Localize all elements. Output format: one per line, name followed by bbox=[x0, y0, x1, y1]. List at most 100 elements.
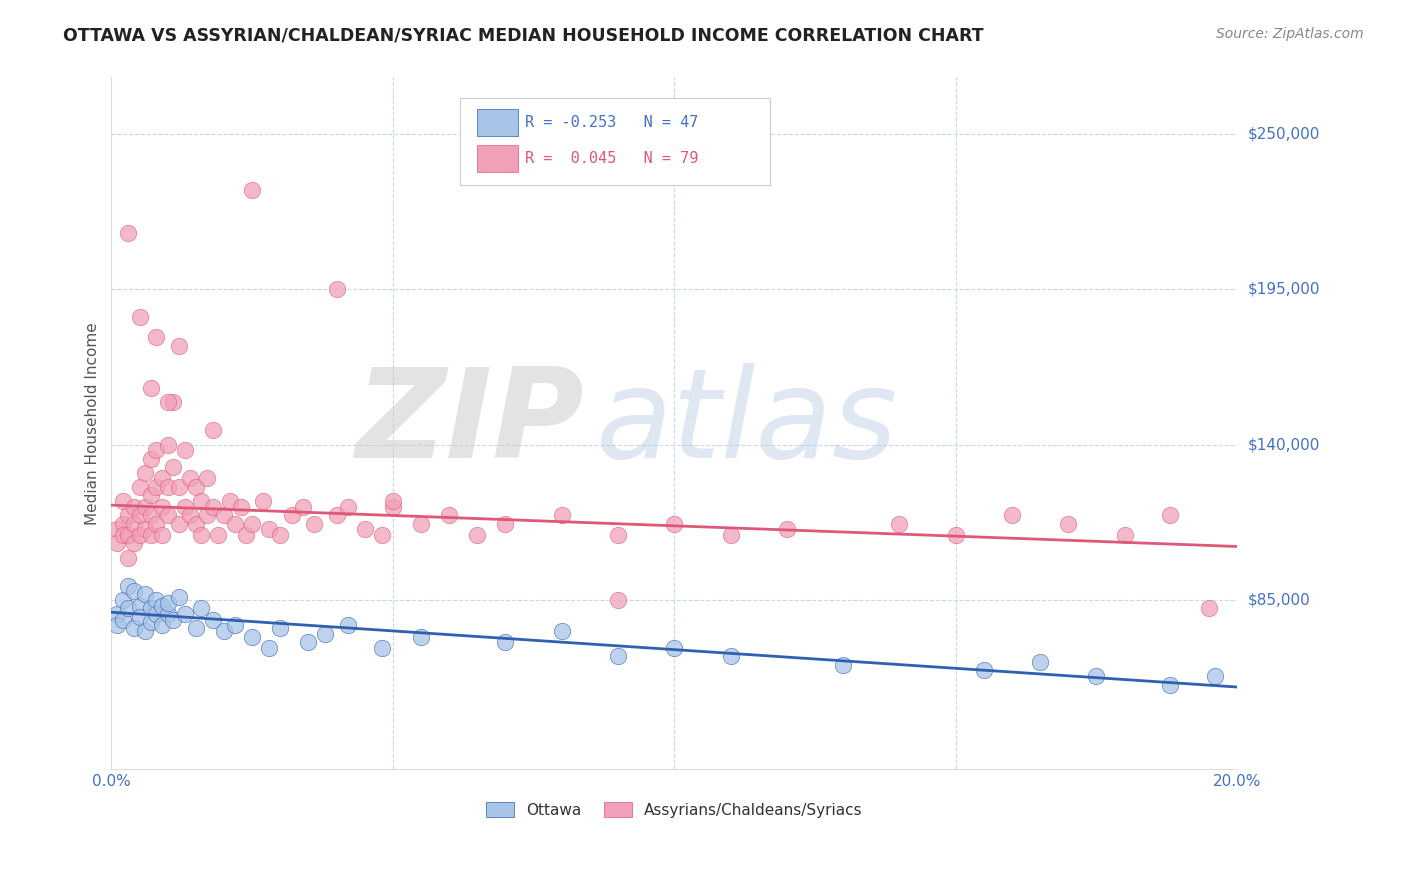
Text: $250,000: $250,000 bbox=[1249, 127, 1320, 142]
Point bbox=[1204, 669, 1226, 683]
Point bbox=[291, 500, 314, 514]
Point bbox=[302, 516, 325, 531]
Point bbox=[173, 500, 195, 514]
Point bbox=[179, 508, 201, 523]
Point bbox=[201, 613, 224, 627]
Point bbox=[150, 599, 173, 613]
Point bbox=[889, 516, 911, 531]
Point bbox=[111, 528, 134, 542]
Point bbox=[111, 613, 134, 627]
Point bbox=[325, 282, 347, 296]
Point bbox=[409, 630, 432, 644]
Point bbox=[167, 590, 190, 604]
Point bbox=[252, 494, 274, 508]
Point bbox=[973, 664, 995, 678]
Point bbox=[720, 528, 742, 542]
Point bbox=[173, 607, 195, 621]
Point bbox=[134, 587, 156, 601]
Point bbox=[381, 494, 404, 508]
Point bbox=[117, 528, 139, 542]
Point bbox=[122, 516, 145, 531]
Y-axis label: Median Household Income: Median Household Income bbox=[86, 322, 100, 524]
Point bbox=[607, 528, 630, 542]
Point bbox=[224, 618, 246, 632]
Point bbox=[167, 480, 190, 494]
Point bbox=[139, 381, 162, 395]
Point bbox=[117, 601, 139, 615]
Text: $85,000: $85,000 bbox=[1249, 592, 1310, 607]
Point bbox=[224, 516, 246, 531]
Point bbox=[111, 516, 134, 531]
Point bbox=[212, 508, 235, 523]
Text: $195,000: $195,000 bbox=[1249, 282, 1320, 297]
Point bbox=[184, 621, 207, 635]
Point bbox=[336, 618, 359, 632]
Point bbox=[139, 508, 162, 523]
Text: R =  0.045   N = 79: R = 0.045 N = 79 bbox=[524, 151, 697, 166]
Point bbox=[111, 494, 134, 508]
Point bbox=[218, 494, 240, 508]
Point bbox=[720, 649, 742, 664]
Point bbox=[550, 508, 572, 523]
Point bbox=[150, 500, 173, 514]
Point bbox=[353, 522, 375, 536]
Point bbox=[128, 599, 150, 613]
Point bbox=[150, 618, 173, 632]
Point bbox=[134, 522, 156, 536]
Point bbox=[314, 626, 336, 640]
Point bbox=[122, 536, 145, 550]
Point bbox=[201, 500, 224, 514]
Point bbox=[269, 621, 291, 635]
Point bbox=[235, 528, 257, 542]
Point bbox=[1114, 528, 1136, 542]
Point bbox=[190, 494, 212, 508]
Point bbox=[190, 601, 212, 615]
Point bbox=[105, 618, 128, 632]
Point bbox=[297, 635, 319, 649]
Point bbox=[179, 471, 201, 485]
Point bbox=[280, 508, 302, 523]
Point bbox=[1198, 601, 1220, 615]
FancyBboxPatch shape bbox=[477, 109, 517, 136]
Text: R = -0.253   N = 47: R = -0.253 N = 47 bbox=[524, 115, 697, 130]
Point bbox=[128, 508, 150, 523]
Point bbox=[145, 443, 167, 458]
Text: atlas: atlas bbox=[596, 363, 897, 483]
Point bbox=[945, 528, 967, 542]
Point bbox=[156, 508, 179, 523]
Point bbox=[173, 443, 195, 458]
Point bbox=[607, 592, 630, 607]
Point bbox=[257, 640, 280, 655]
Point bbox=[336, 500, 359, 514]
Point bbox=[190, 528, 212, 542]
Point bbox=[139, 601, 162, 615]
Point bbox=[162, 460, 184, 475]
Point bbox=[1001, 508, 1024, 523]
Point bbox=[195, 471, 218, 485]
Point bbox=[212, 624, 235, 638]
Point bbox=[1029, 655, 1052, 669]
Point bbox=[156, 437, 179, 451]
Point bbox=[664, 640, 686, 655]
Point bbox=[201, 424, 224, 438]
Point bbox=[122, 584, 145, 599]
Point bbox=[162, 395, 184, 409]
Point bbox=[150, 471, 173, 485]
Point bbox=[494, 635, 516, 649]
FancyBboxPatch shape bbox=[460, 98, 770, 185]
Legend: Ottawa, Assyrians/Chaldeans/Syriacs: Ottawa, Assyrians/Chaldeans/Syriacs bbox=[479, 797, 869, 824]
Point bbox=[240, 183, 263, 197]
Text: ZIP: ZIP bbox=[356, 363, 585, 483]
Point bbox=[381, 500, 404, 514]
Point bbox=[156, 607, 179, 621]
Point bbox=[150, 528, 173, 542]
Point bbox=[128, 528, 150, 542]
Point bbox=[145, 330, 167, 344]
Point bbox=[184, 480, 207, 494]
Point bbox=[207, 528, 229, 542]
Point bbox=[240, 630, 263, 644]
Point bbox=[1085, 669, 1108, 683]
Point bbox=[128, 609, 150, 624]
Text: OTTAWA VS ASSYRIAN/CHALDEAN/SYRIAC MEDIAN HOUSEHOLD INCOME CORRELATION CHART: OTTAWA VS ASSYRIAN/CHALDEAN/SYRIAC MEDIA… bbox=[63, 27, 984, 45]
Point bbox=[269, 528, 291, 542]
